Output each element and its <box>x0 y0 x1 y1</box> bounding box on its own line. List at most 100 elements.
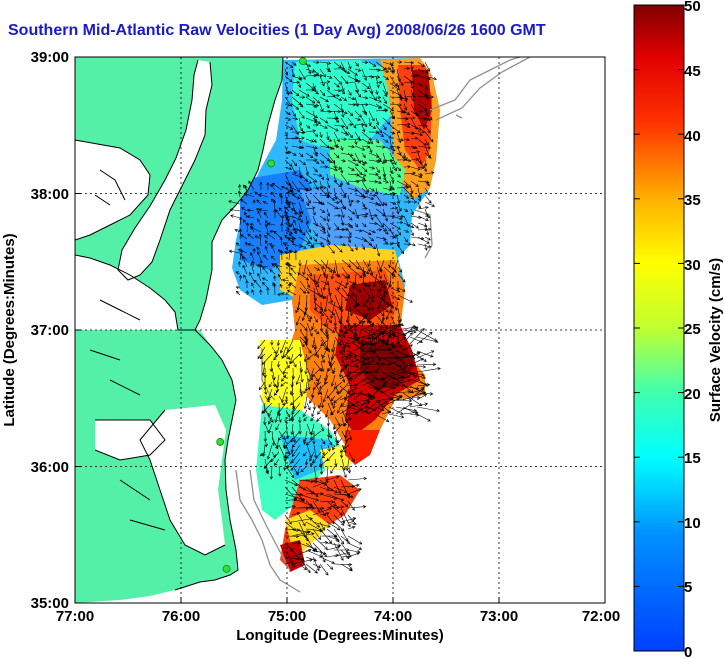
velocity-arrow <box>284 549 295 568</box>
velocity-arrow <box>382 66 392 71</box>
velocity-arrow <box>284 416 288 424</box>
velocity-arrow <box>347 521 357 526</box>
velocity-arrow <box>361 159 365 167</box>
velocity-arrow <box>424 152 432 159</box>
velocity-arrow <box>337 280 343 291</box>
velocity-arrow <box>296 465 301 475</box>
velocity-arrow <box>348 430 353 441</box>
velocity-arrow <box>347 123 354 127</box>
velocity-arrow <box>354 61 359 67</box>
velocity-arrow <box>259 451 266 457</box>
velocity-arrow <box>397 315 401 324</box>
velocity-arrow <box>311 388 315 398</box>
velocity-arrow <box>338 367 343 378</box>
velocity-arrow <box>326 229 331 238</box>
velocity-arrow <box>417 215 429 222</box>
velocity-arrow <box>284 110 291 116</box>
velocity-arrow <box>424 131 434 143</box>
velocity-arrow <box>402 371 427 380</box>
velocity-arrow <box>319 68 326 78</box>
velocity-arrow <box>368 96 382 103</box>
velocity-arrow <box>410 82 414 90</box>
velocity-arrow <box>257 339 266 350</box>
velocity-arrow <box>326 545 341 551</box>
velocity-arrow <box>326 166 338 172</box>
velocity-arrow <box>360 399 370 403</box>
velocity-arrow <box>361 110 367 114</box>
velocity-arrow <box>262 266 269 275</box>
y-tick-label: 37:00 <box>31 322 69 339</box>
velocity-arrow <box>410 73 419 77</box>
velocity-arrow <box>360 324 375 331</box>
velocity-arrow <box>410 243 416 247</box>
velocity-arrow <box>320 360 325 373</box>
velocity-arrow <box>285 353 291 360</box>
velocity-arrow <box>302 451 308 457</box>
velocity-arrow <box>374 358 382 366</box>
velocity-arrow <box>382 208 388 222</box>
velocity-arrow <box>403 89 408 103</box>
velocity-arrow <box>274 409 280 423</box>
velocity-arrow <box>368 138 373 145</box>
velocity-arrow <box>256 218 262 226</box>
velocity-arrow <box>403 171 416 175</box>
velocity-arrow <box>236 290 241 296</box>
velocity-arrow <box>267 395 273 400</box>
velocity-arrow <box>298 152 304 158</box>
velocity-arrow <box>368 201 379 206</box>
velocity-arrow <box>249 222 255 227</box>
velocity-arrow <box>360 370 379 374</box>
velocity-arrow <box>424 201 436 207</box>
velocity-arrow <box>312 241 324 246</box>
velocity-arrow <box>263 416 267 426</box>
velocity-arrow <box>329 353 336 366</box>
velocity-arrow <box>340 507 351 528</box>
velocity-arrow <box>271 346 277 355</box>
velocity-arrow <box>326 222 331 231</box>
velocity-arrow <box>334 273 341 278</box>
velocity-arrow <box>313 444 318 459</box>
velocity-arrow <box>326 138 333 142</box>
velocity-arrow <box>410 96 415 102</box>
velocity-arrow <box>355 287 362 293</box>
velocity-arrow <box>382 124 387 131</box>
velocity-arrow <box>424 236 431 241</box>
velocity-arrow <box>374 339 386 345</box>
velocity-arrow <box>368 82 374 95</box>
velocity-arrow <box>291 236 295 244</box>
velocity-arrow <box>382 152 387 164</box>
velocity-arrow <box>291 549 300 561</box>
velocity-arrow <box>312 549 327 555</box>
velocity-arrow <box>319 243 325 248</box>
velocity-arrow <box>333 144 340 149</box>
velocity-arrow <box>361 60 369 65</box>
x-tick-label: 75:00 <box>268 608 306 625</box>
velocity-arrow <box>340 89 346 95</box>
velocity-arrow <box>403 138 410 142</box>
velocity-arrow <box>305 243 314 248</box>
velocity-arrow <box>282 367 287 375</box>
x-axis-title: Longitude (Degrees:Minutes) <box>236 627 444 644</box>
velocity-arrow <box>241 255 248 268</box>
velocity-arrow <box>271 367 276 381</box>
velocity-arrow <box>243 274 248 282</box>
velocity-arrow <box>326 243 335 254</box>
velocity-arrow <box>396 166 402 172</box>
velocity-arrow <box>298 159 307 166</box>
velocity-arrow <box>311 339 315 349</box>
velocity-arrow <box>294 249 298 261</box>
velocity-arrow <box>396 60 403 64</box>
velocity-arrow <box>326 514 335 525</box>
velocity-arrow <box>291 228 300 232</box>
velocity-arrow <box>379 259 385 272</box>
velocity-arrow <box>417 109 424 113</box>
velocity-arrow <box>340 500 349 508</box>
velocity-arrow <box>303 430 308 445</box>
velocity-arrow <box>396 75 404 87</box>
velocity-arrow <box>354 110 363 118</box>
velocity-arrow <box>312 159 320 164</box>
velocity-arrow <box>424 61 431 72</box>
velocity-arrow <box>403 80 414 84</box>
velocity-arrow <box>326 180 331 189</box>
velocity-arrow <box>366 294 371 304</box>
